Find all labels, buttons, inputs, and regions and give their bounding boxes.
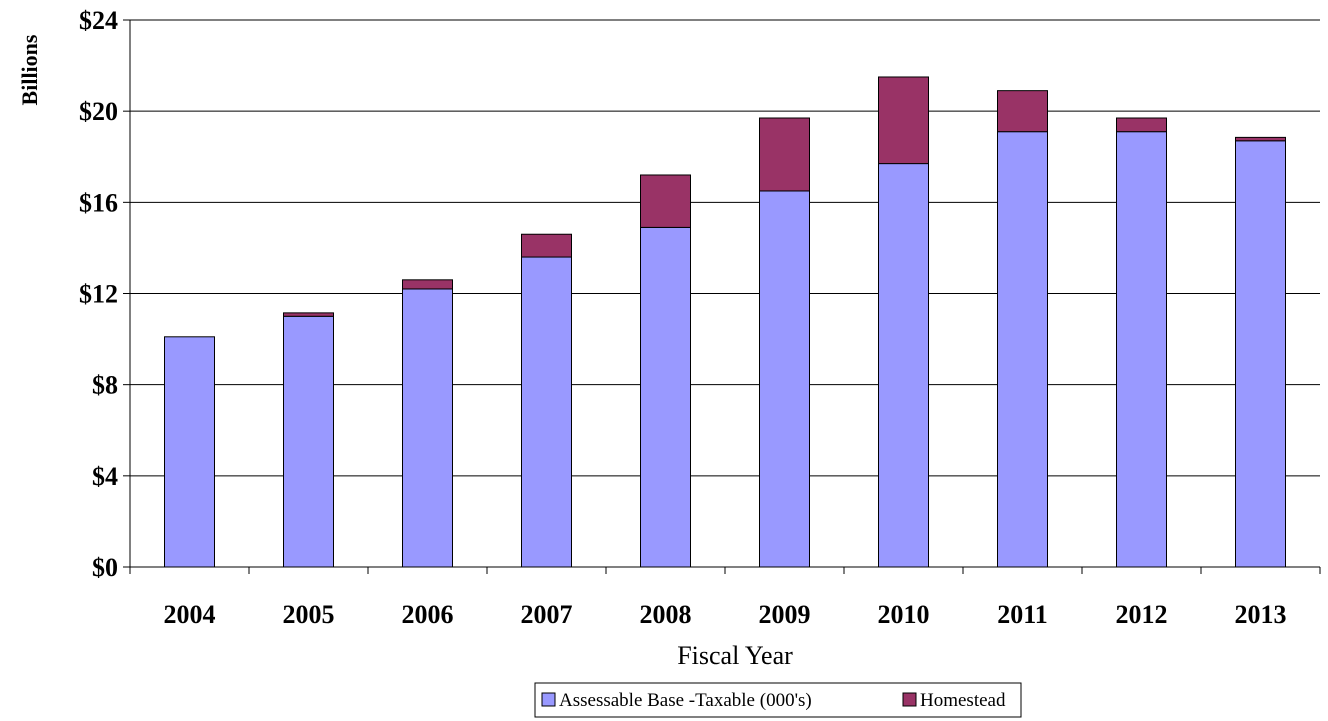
x-tick-label: 2008 (640, 600, 692, 629)
x-tick-label: 2012 (1116, 600, 1168, 629)
bar-assessable-base-2011 (998, 132, 1048, 567)
bar-assessable-base-2012 (1117, 132, 1167, 567)
x-tick-label: 2011 (997, 600, 1048, 629)
y-tick-label: $24 (79, 6, 118, 35)
bar-assessable-base-2010 (879, 164, 929, 567)
y-tick-label: $4 (92, 462, 118, 491)
y-tick-label: $16 (79, 188, 118, 217)
bar-homestead-2012 (1117, 118, 1167, 132)
x-tick-label: 2013 (1235, 600, 1287, 629)
x-tick-labels: 2004 2005 2006 2007 2008 2009 2010 2011 2012 2013 (164, 600, 1287, 629)
x-axis-title: Fiscal Year (677, 641, 793, 670)
bars (165, 77, 1286, 567)
legend-label-homestead: Homestead (920, 690, 1006, 711)
y-tick-label: $8 (92, 371, 118, 400)
y-tick-labels: $0 $4 $8 $12 $16 $20 $24 (79, 6, 118, 582)
bar-assessable-base-2005 (284, 316, 334, 567)
x-tick-label: 2004 (164, 600, 216, 629)
legend-label-assessable-base: Assessable Base -Taxable (000's) (559, 690, 812, 711)
bar-homestead-2008 (641, 175, 691, 227)
bar-homestead-2011 (998, 91, 1048, 132)
x-tick-label: 2010 (878, 600, 930, 629)
x-tick-label: 2006 (402, 600, 454, 629)
legend-swatch-homestead (903, 693, 916, 706)
x-tick-label: 2007 (521, 600, 573, 629)
bar-assessable-base-2009 (760, 191, 810, 567)
y-tick-label: $20 (79, 97, 118, 126)
legend-swatch-assessable-base (542, 693, 555, 706)
bar-assessable-base-2007 (522, 257, 572, 567)
bar-homestead-2005 (284, 313, 334, 316)
y-tick-label: $12 (79, 280, 118, 309)
x-tick-label: 2005 (283, 600, 335, 629)
bar-homestead-2009 (760, 118, 810, 191)
bar-assessable-base-2013 (1236, 141, 1286, 567)
y-axis-title: Billions (17, 34, 42, 105)
bar-assessable-base-2006 (403, 289, 453, 567)
bar-homestead-2007 (522, 234, 572, 257)
bar-assessable-base-2008 (641, 227, 691, 567)
bar-homestead-2013 (1236, 137, 1286, 140)
bar-assessable-base-2004 (165, 337, 215, 567)
bar-homestead-2006 (403, 280, 453, 289)
legend: Assessable Base -Taxable (000's) Homeste… (535, 683, 1021, 717)
bar-homestead-2010 (879, 77, 929, 164)
y-tick-label: $0 (92, 553, 118, 582)
x-tick-label: 2009 (759, 600, 811, 629)
